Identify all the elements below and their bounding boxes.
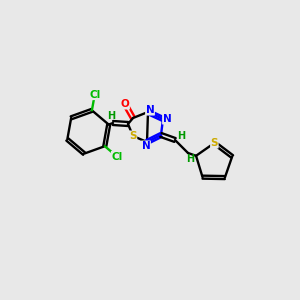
Text: S: S <box>129 131 137 141</box>
Text: S: S <box>211 138 218 148</box>
Text: O: O <box>121 99 129 109</box>
Text: N: N <box>146 105 154 115</box>
Text: N: N <box>142 141 150 151</box>
Text: H: H <box>177 131 185 141</box>
Text: H: H <box>186 154 194 164</box>
Text: H: H <box>107 111 115 121</box>
Text: Cl: Cl <box>111 152 123 161</box>
Text: Cl: Cl <box>89 90 100 100</box>
Text: N: N <box>163 114 171 124</box>
